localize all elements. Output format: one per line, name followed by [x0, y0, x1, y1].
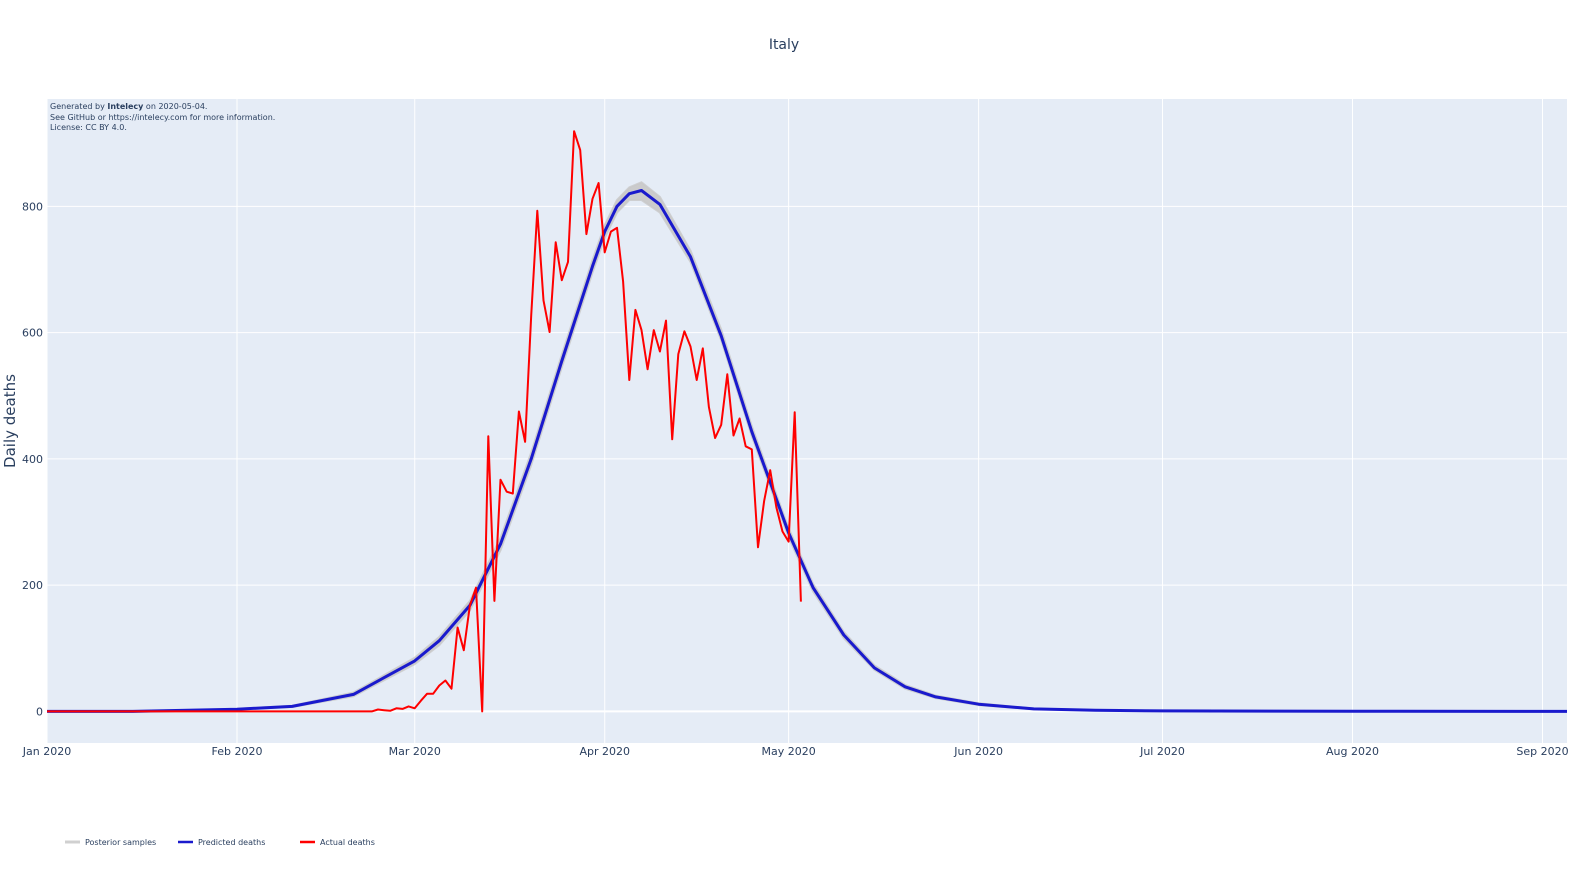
x-axis-ticks: Jan 2020 Feb 2020 Mar 2020 Apr 2020 May 2020… [22, 745, 1569, 758]
x-tick-label: Jan 2020 [22, 745, 71, 758]
y-tick-label: 600 [22, 327, 43, 340]
y-tick-label: 800 [22, 200, 43, 213]
x-tick-label: Jun 2020 [953, 745, 1003, 758]
legend-item[interactable]: Predicted deaths [178, 838, 265, 847]
annotation-line-2: See GitHub or https://intelecy.com for m… [50, 113, 275, 122]
legend-label: Actual deaths [320, 838, 375, 847]
x-tick-label: Jul 2020 [1139, 745, 1185, 758]
legend-item[interactable]: Actual deaths [300, 838, 375, 847]
chart-title: Italy [769, 37, 799, 53]
x-tick-label: Feb 2020 [212, 745, 263, 758]
x-tick-label: Mar 2020 [389, 745, 441, 758]
annotation-prefix: Generated by [50, 102, 107, 111]
legend-label: Posterior samples [85, 838, 156, 847]
predicted-deaths-line [47, 189, 1568, 713]
x-tick-label: May 2020 [761, 745, 815, 758]
plot-area [47, 99, 1567, 743]
legend: Posterior samples Predicted deaths Actual … [65, 838, 375, 847]
y-tick-label: 200 [22, 579, 43, 592]
series-layer [47, 130, 1568, 713]
grid-lines [46, 99, 1567, 743]
x-tick-label: Aug 2020 [1326, 745, 1379, 758]
annotation-suffix: on 2020-05-04. [143, 102, 207, 111]
y-axis-label: Daily deaths [1, 374, 19, 468]
actual-deaths-line [47, 130, 802, 713]
annotation-line-3: License: CC BY 4.0. [50, 123, 127, 132]
annotation-line-1: Generated by Intelecy on 2020-05-04. [50, 102, 207, 111]
legend-item[interactable]: Posterior samples [65, 838, 156, 847]
y-axis-ticks: 0 200 400 600 800 [22, 200, 43, 718]
legend-label: Predicted deaths [198, 838, 265, 847]
x-tick-label: Apr 2020 [579, 745, 630, 758]
source-annotation: Generated by Intelecy on 2020-05-04. See… [50, 102, 275, 132]
y-tick-label: 0 [36, 705, 43, 718]
annotation-brand: Intelecy [107, 102, 144, 111]
y-tick-label: 400 [22, 453, 43, 466]
x-tick-label: Sep 2020 [1516, 745, 1568, 758]
